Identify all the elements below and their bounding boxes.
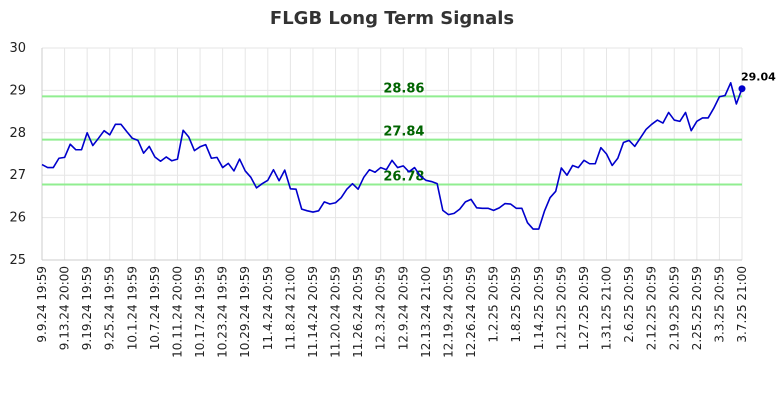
x-tick-label: 12.13.24 21:00 xyxy=(419,266,433,358)
x-tick-label: 10.23.24 19:59 xyxy=(216,266,230,358)
x-tick-label: 12.9.24 20:59 xyxy=(396,266,410,350)
x-tick-label: 11.8.24 21:00 xyxy=(283,266,297,350)
x-tick-label: 1.14.25 20:59 xyxy=(532,266,546,350)
x-tick-label: 11.4.24 20:59 xyxy=(261,266,275,350)
x-tick-label: 11.26.24 20:59 xyxy=(351,266,365,358)
signal-line-label: 27.84 xyxy=(383,125,424,140)
x-tick-label: 10.17.24 19:59 xyxy=(193,266,207,358)
x-tick-label: 12.26.24 20:59 xyxy=(464,266,478,358)
y-tick-label: 29 xyxy=(9,83,26,98)
last-value-point xyxy=(738,85,746,93)
x-tick-label: 9.9.24 19:59 xyxy=(35,266,49,343)
x-tick-label: 9.13.24 20:00 xyxy=(58,266,72,350)
last-value-label: 29.04 xyxy=(741,71,776,84)
y-tick-label: 27 xyxy=(9,168,26,183)
price-series-line xyxy=(41,81,743,230)
x-tick-label: 3.7.25 21:00 xyxy=(735,266,749,343)
x-tick-label: 9.19.24 19:59 xyxy=(80,266,94,350)
x-tick-label: 2.12.25 20:59 xyxy=(645,266,659,350)
plot-area xyxy=(42,48,742,260)
y-tick-label: 26 xyxy=(9,211,26,226)
x-tick-label: 2.19.25 20:59 xyxy=(667,266,681,350)
x-tick-label: 3.3.25 20:59 xyxy=(712,266,726,343)
x-tick-label: 10.1.24 19:59 xyxy=(125,266,139,350)
signal-line-label: 28.86 xyxy=(383,81,424,96)
signal-line-label: 26.78 xyxy=(383,170,424,185)
x-tick-label: 1.31.25 21:00 xyxy=(600,266,614,350)
x-tick-label: 10.11.24 20:00 xyxy=(170,266,184,358)
x-tick-label: 11.14.24 20:59 xyxy=(306,266,320,358)
x-tick-label: 12.19.24 20:59 xyxy=(441,266,455,358)
x-tick-label: 2.25.25 20:59 xyxy=(690,266,704,350)
x-tick-label: 10.7.24 19:59 xyxy=(148,266,162,350)
x-tick-label: 1.21.25 20:59 xyxy=(554,266,568,350)
chart-title: FLGB Long Term Signals xyxy=(269,8,515,29)
x-tick-label: 1.2.25 20:59 xyxy=(487,266,501,343)
x-tick-label: 9.25.24 19:59 xyxy=(103,266,117,350)
y-tick-label: 25 xyxy=(9,253,26,268)
x-tick-label: 11.20.24 20:59 xyxy=(329,266,343,358)
x-tick-label: 2.6.25 20:59 xyxy=(622,266,636,343)
x-tick-label: 12.3.24 20:59 xyxy=(374,266,388,350)
y-tick-label: 30 xyxy=(9,41,26,56)
x-tick-label: 1.27.25 20:59 xyxy=(577,266,591,350)
x-tick-label: 10.29.24 19:59 xyxy=(238,266,252,358)
x-tick-label: 1.8.25 20:59 xyxy=(509,266,523,343)
y-tick-label: 28 xyxy=(9,126,26,141)
